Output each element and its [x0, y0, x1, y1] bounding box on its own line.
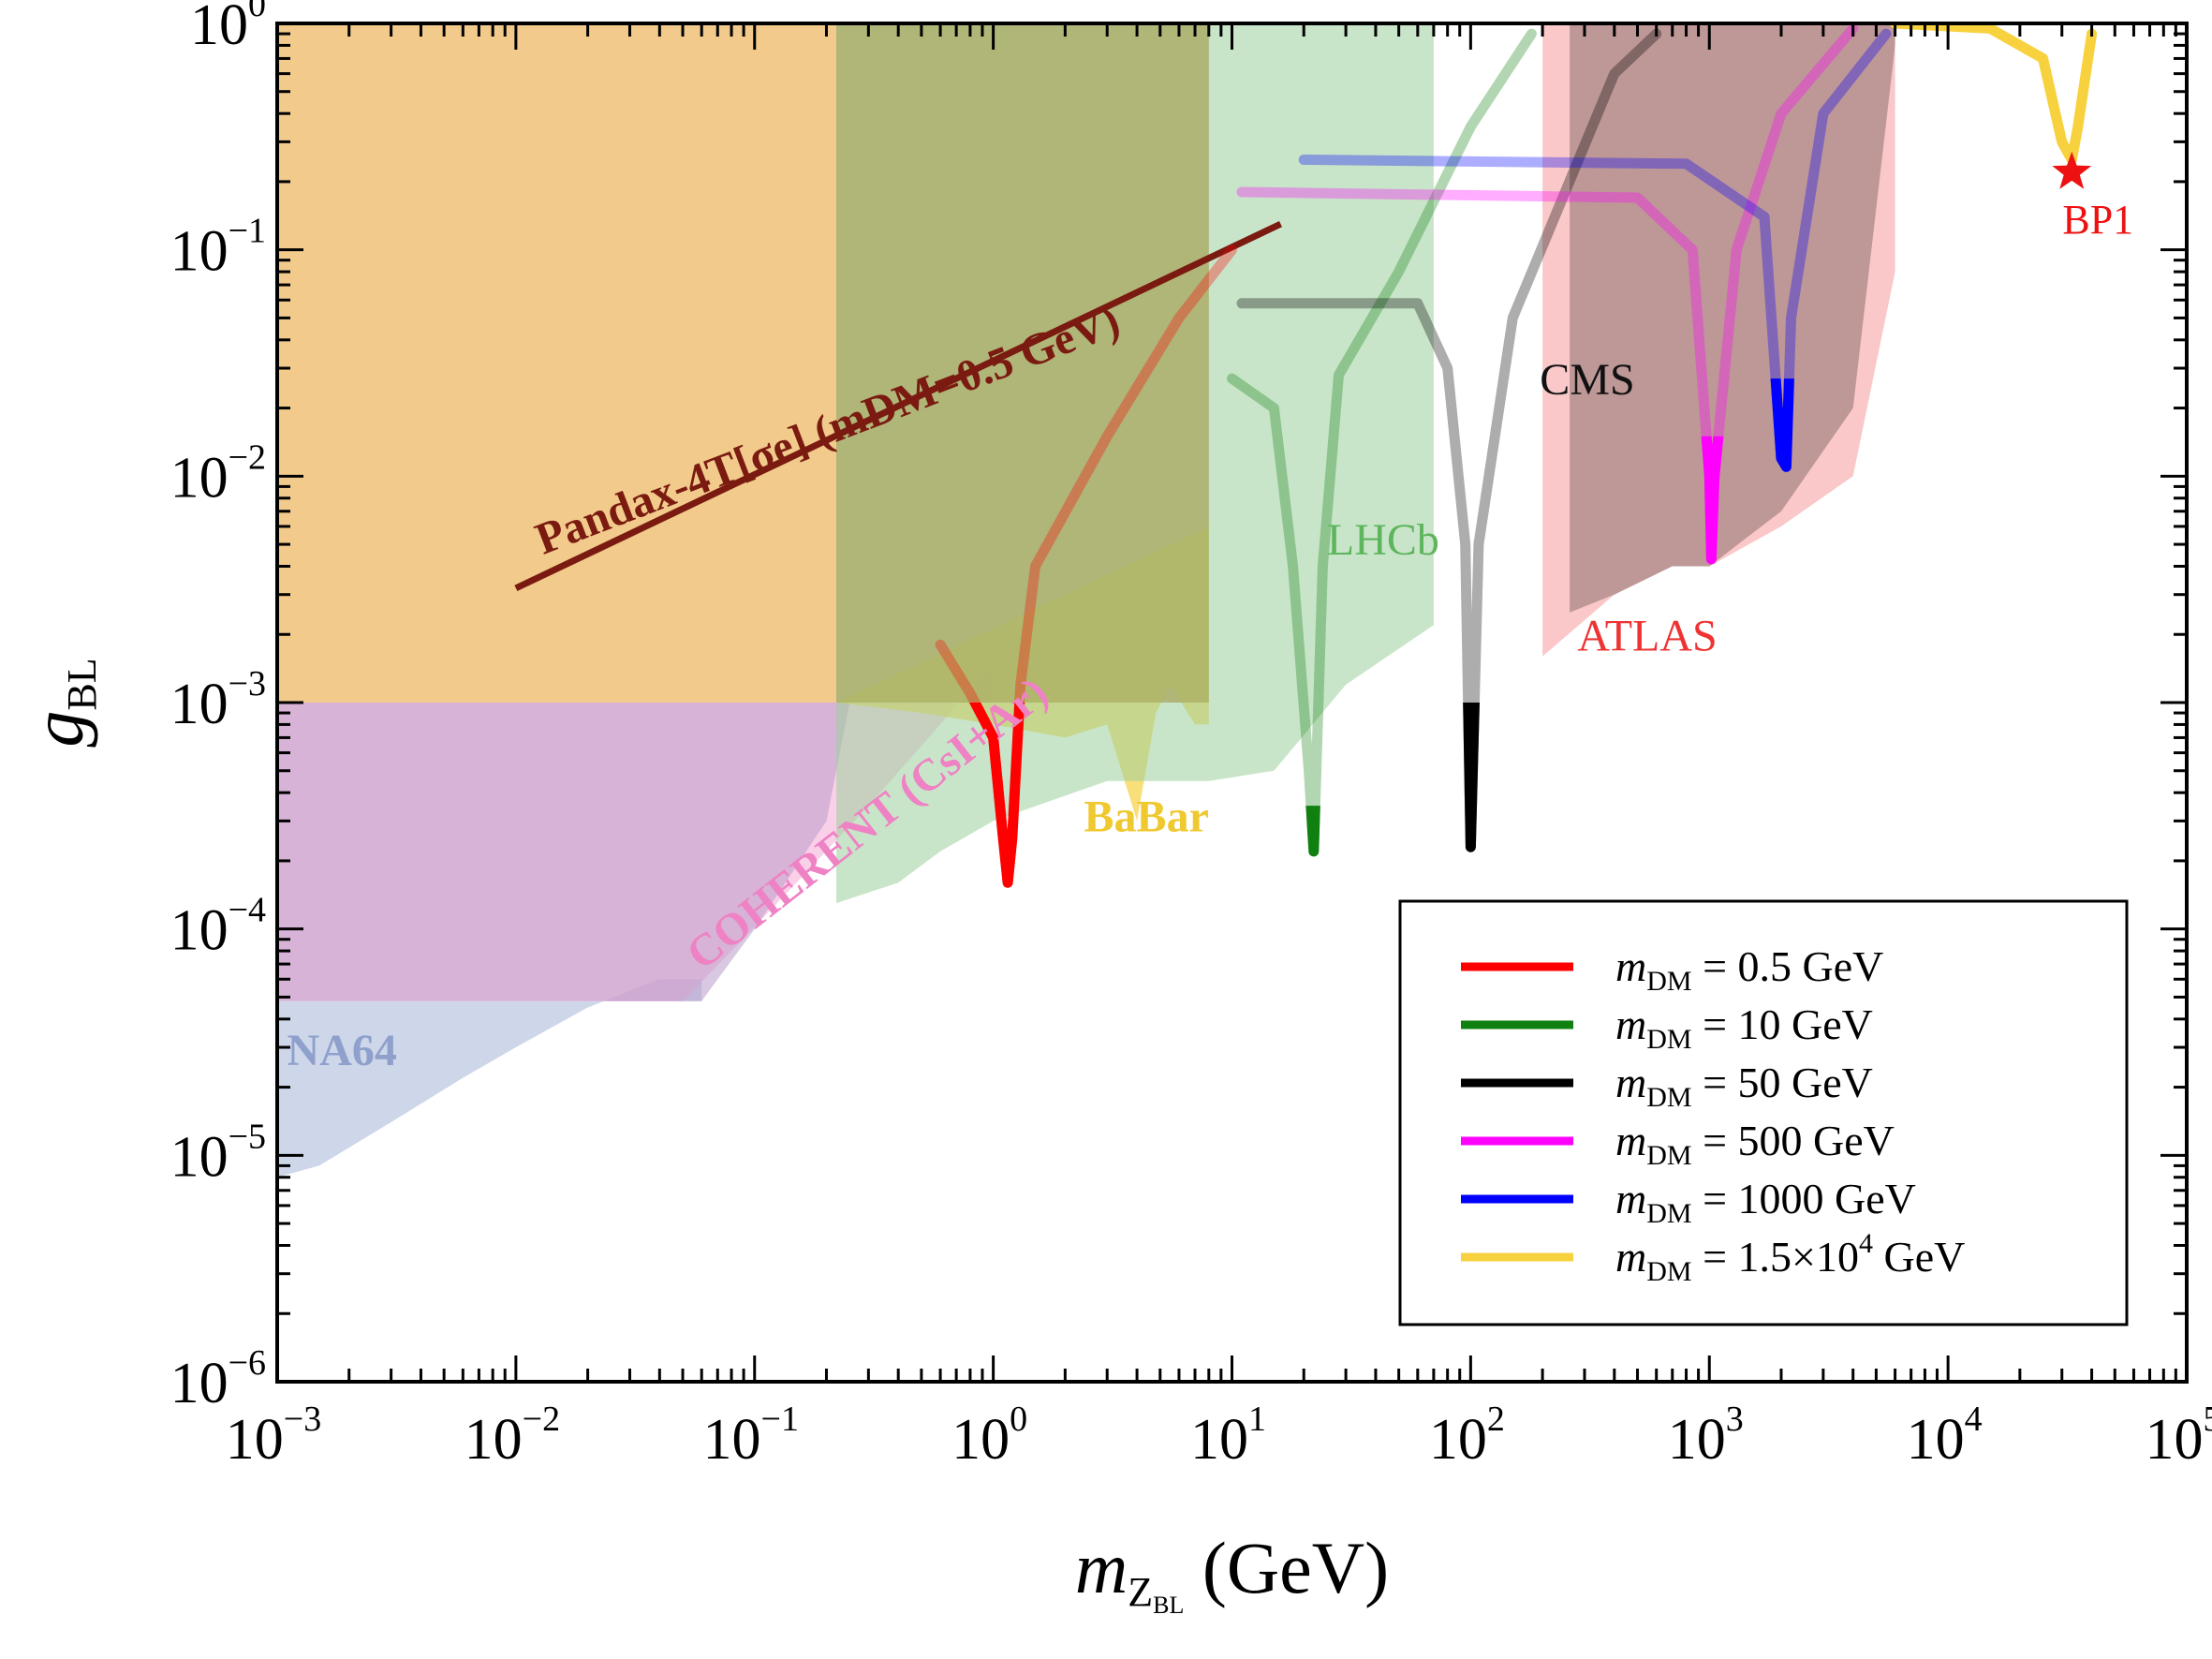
exclusion-regions [277, 23, 1895, 1178]
dm-mass-curves [935, 23, 2098, 888]
legend-entry: mDM = 1000 GeV [1615, 1175, 1916, 1229]
curve-mdm-0-5-gev [968, 703, 1025, 888]
region-label-atlas: ATLAS [1577, 611, 1717, 660]
x-axis-subsubscript: BL [1153, 1592, 1184, 1619]
axis-titles: mZBL (GeV) gBL [17, 658, 1389, 1619]
x-axis-subscript: Z [1128, 1569, 1153, 1615]
experimental-bounds [514, 220, 1283, 592]
curve-mdm-50-gev [1463, 703, 1480, 852]
x-tick-label: 10−3 [226, 1400, 321, 1472]
axis-tick-labels: 10−3 10−2 10−1 100 101 102 103 104 105 100 10−1 10−… [170, 0, 2212, 1472]
legend-entry: mDM = 0.5 GeV [1615, 942, 1883, 997]
region-label-cms: CMS [1540, 355, 1634, 405]
x-axis-unit: (GeV) [1184, 1527, 1389, 1608]
region-label-babar: BaBar [1084, 792, 1209, 841]
x-tick-label: 103 [1668, 1400, 1744, 1472]
y-tick-label: 10−5 [170, 1117, 266, 1189]
benchmark-star [2052, 151, 2092, 189]
y-tick-label: 10−1 [170, 212, 266, 284]
legend-entry: mDM = 10 GeV [1615, 1000, 1873, 1055]
x-tick-label: 105 [2146, 1400, 2212, 1472]
x-tick-label: 10−2 [465, 1400, 560, 1472]
region-label-lhcb: LHCb [1327, 515, 1439, 565]
legend-entry: mDM = 50 GeV [1615, 1059, 1873, 1113]
region-cms [1570, 23, 1895, 613]
region-dark-olive [836, 23, 1209, 703]
axis-ticks [275, 23, 2189, 1384]
legend-entry: mDM = 500 GeV [1615, 1117, 1895, 1171]
x-axis-symbol: m [1075, 1527, 1128, 1608]
region-na64 [277, 979, 702, 1178]
y-axis-title: gBL [17, 658, 105, 747]
y-tick-label: 10−6 [170, 1343, 266, 1415]
x-tick-label: 104 [1907, 1400, 1983, 1472]
region-lhcb [836, 23, 1434, 904]
region-label-na64: NA64 [288, 1026, 397, 1075]
y-tick-label: 10−3 [170, 664, 266, 736]
y-tick-label: 10−4 [170, 891, 266, 963]
benchmark-points: BP1 [2052, 151, 2133, 243]
curve-mdm-1000-gev [1770, 378, 1794, 472]
x-tick-label: 102 [1429, 1400, 1505, 1472]
x-tick-label: 100 [951, 1400, 1027, 1472]
bound-pandax-4t [514, 220, 1283, 592]
benchmark-label: BP1 [2062, 197, 2133, 243]
region-purple-band [277, 703, 850, 1001]
curve-faded-1 [1227, 28, 1537, 857]
curve-mdm-1-5-10-4-gev [1890, 23, 2098, 165]
y-axis-symbol: g [17, 711, 98, 748]
x-tick-label: 10−1 [703, 1400, 799, 1472]
x-tick-label: 101 [1190, 1400, 1266, 1472]
y-axis-subscript: BL [59, 658, 105, 710]
y-tick-label: 10−2 [170, 437, 266, 510]
legend-entry: mDM = 1.5×104 GeV [1615, 1228, 1965, 1287]
curve-mdm-500-gev [1701, 436, 1724, 565]
x-axis-title: mZBL (GeV) [1075, 1527, 1389, 1619]
y-tick-label: 100 [190, 0, 266, 57]
